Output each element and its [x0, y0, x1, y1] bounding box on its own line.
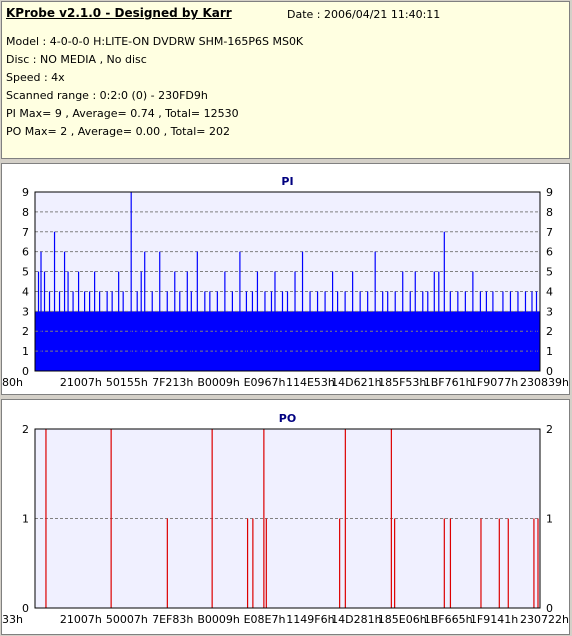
- x-tick-label: 21007h: [60, 613, 102, 626]
- y-tick-label-right: 6: [546, 246, 553, 259]
- x-tick-label: 114E53h: [286, 376, 335, 389]
- info-panel: KProbe v2.1.0 - Designed by Karr Date : …: [1, 1, 570, 159]
- x-tick-label: 7F213h: [152, 376, 193, 389]
- y-tick-label-right: 2: [546, 325, 553, 338]
- y-tick-label-right: 0: [546, 602, 553, 615]
- x-tick-label: 185E06h: [378, 613, 427, 626]
- x-tick-label: 7EF83h: [152, 613, 193, 626]
- chart-title: PO: [279, 412, 296, 425]
- po-chart: PO 0 0 1 1 2 2 33h 21007h 50007h 7EF83h B0009h E08E7…: [2, 412, 569, 626]
- y-tick-label: 7: [22, 226, 29, 239]
- model-line: Model : 4-0-0-0 H:LITE-ON DVDRW SHM-165P…: [6, 35, 304, 48]
- pi-chart-panel: PI 0 0 1 1 2 2 3 3 4 4 5 5 6 6 7 7 8 8 9 9 80h 21007h 50155h 7F2…: [1, 163, 570, 395]
- po-stats-line: PO Max= 2 , Average= 0.00 , Total= 202: [6, 125, 230, 138]
- x-tick-label: 185F53h: [378, 376, 426, 389]
- app-title: KProbe v2.1.0 - Designed by Karr: [6, 6, 232, 20]
- y-tick-label: 0: [22, 365, 29, 378]
- x-tick-label: E08E7h: [244, 613, 286, 626]
- y-tick-label-right: 1: [546, 345, 553, 358]
- plot-frame: [34, 191, 541, 372]
- x-tick-label: 50155h: [106, 376, 148, 389]
- x-tick-label: 1F9077h: [470, 376, 518, 389]
- y-tick-label: 0: [22, 602, 29, 615]
- y-tick-label: 4: [22, 285, 29, 298]
- y-tick-label: 3: [22, 305, 29, 318]
- x-tick-label: 50007h: [106, 613, 148, 626]
- x-tick-label: 230839h: [520, 376, 569, 389]
- x-tick-label: E0967h: [244, 376, 286, 389]
- y-tick-label: 6: [22, 246, 29, 259]
- pi-stats-line: PI Max= 9 , Average= 0.74 , Total= 12530: [6, 107, 239, 120]
- y-tick-label-right: 0: [546, 365, 553, 378]
- y-tick-label-right: 5: [546, 266, 553, 279]
- y-tick-label-right: 2: [546, 423, 553, 436]
- x-tick-label: 1BF665h: [424, 613, 473, 626]
- y-tick-label: 8: [22, 206, 29, 219]
- pi-chart: PI 0 0 1 1 2 2 3 3 4 4 5 5 6 6 7 7 8 8 9 9 80h 21007h 50155h 7F2…: [2, 175, 569, 389]
- x-tick-label: 21007h: [60, 376, 102, 389]
- y-tick-label: 2: [22, 325, 29, 338]
- chart-title: PI: [281, 175, 293, 188]
- y-tick-label-right: 8: [546, 206, 553, 219]
- speed-line: Speed : 4x: [6, 71, 65, 84]
- y-tick-label: 2: [22, 423, 29, 436]
- x-tick-label: 230722h: [520, 613, 569, 626]
- y-tick-label-right: 7: [546, 226, 553, 239]
- disc-line: Disc : NO MEDIA , No disc: [6, 53, 147, 66]
- y-tick-label-right: 1: [546, 513, 553, 526]
- y-tick-label: 1: [22, 513, 29, 526]
- po-chart-panel: PO 0 0 1 1 2 2 33h 21007h 50007h 7EF83h B0009h E08E7…: [1, 399, 570, 635]
- y-tick-label-right: 9: [546, 186, 553, 199]
- x-tick-label: 1F9141h: [470, 613, 518, 626]
- scanned-range-line: Scanned range : 0:2:0 (0) - 230FD9h: [6, 89, 208, 102]
- y-tick-label: 1: [22, 345, 29, 358]
- x-tick-label: B0009h: [197, 613, 240, 626]
- plot-frame: [34, 428, 541, 609]
- x-tick-label: 14D621h: [331, 376, 381, 389]
- x-tick-label: 80h: [2, 376, 23, 389]
- y-tick-label-right: 3: [546, 305, 553, 318]
- x-tick-label: 33h: [2, 613, 23, 626]
- y-tick-label: 9: [22, 186, 29, 199]
- scan-date: Date : 2006/04/21 11:40:11: [287, 8, 441, 21]
- x-tick-label: 14D281h: [331, 613, 381, 626]
- y-tick-label-right: 4: [546, 285, 553, 298]
- x-tick-label: B0009h: [197, 376, 240, 389]
- y-tick-label: 5: [22, 266, 29, 279]
- x-tick-label: 1149F6h: [286, 613, 334, 626]
- x-tick-label: 1BF761h: [424, 376, 473, 389]
